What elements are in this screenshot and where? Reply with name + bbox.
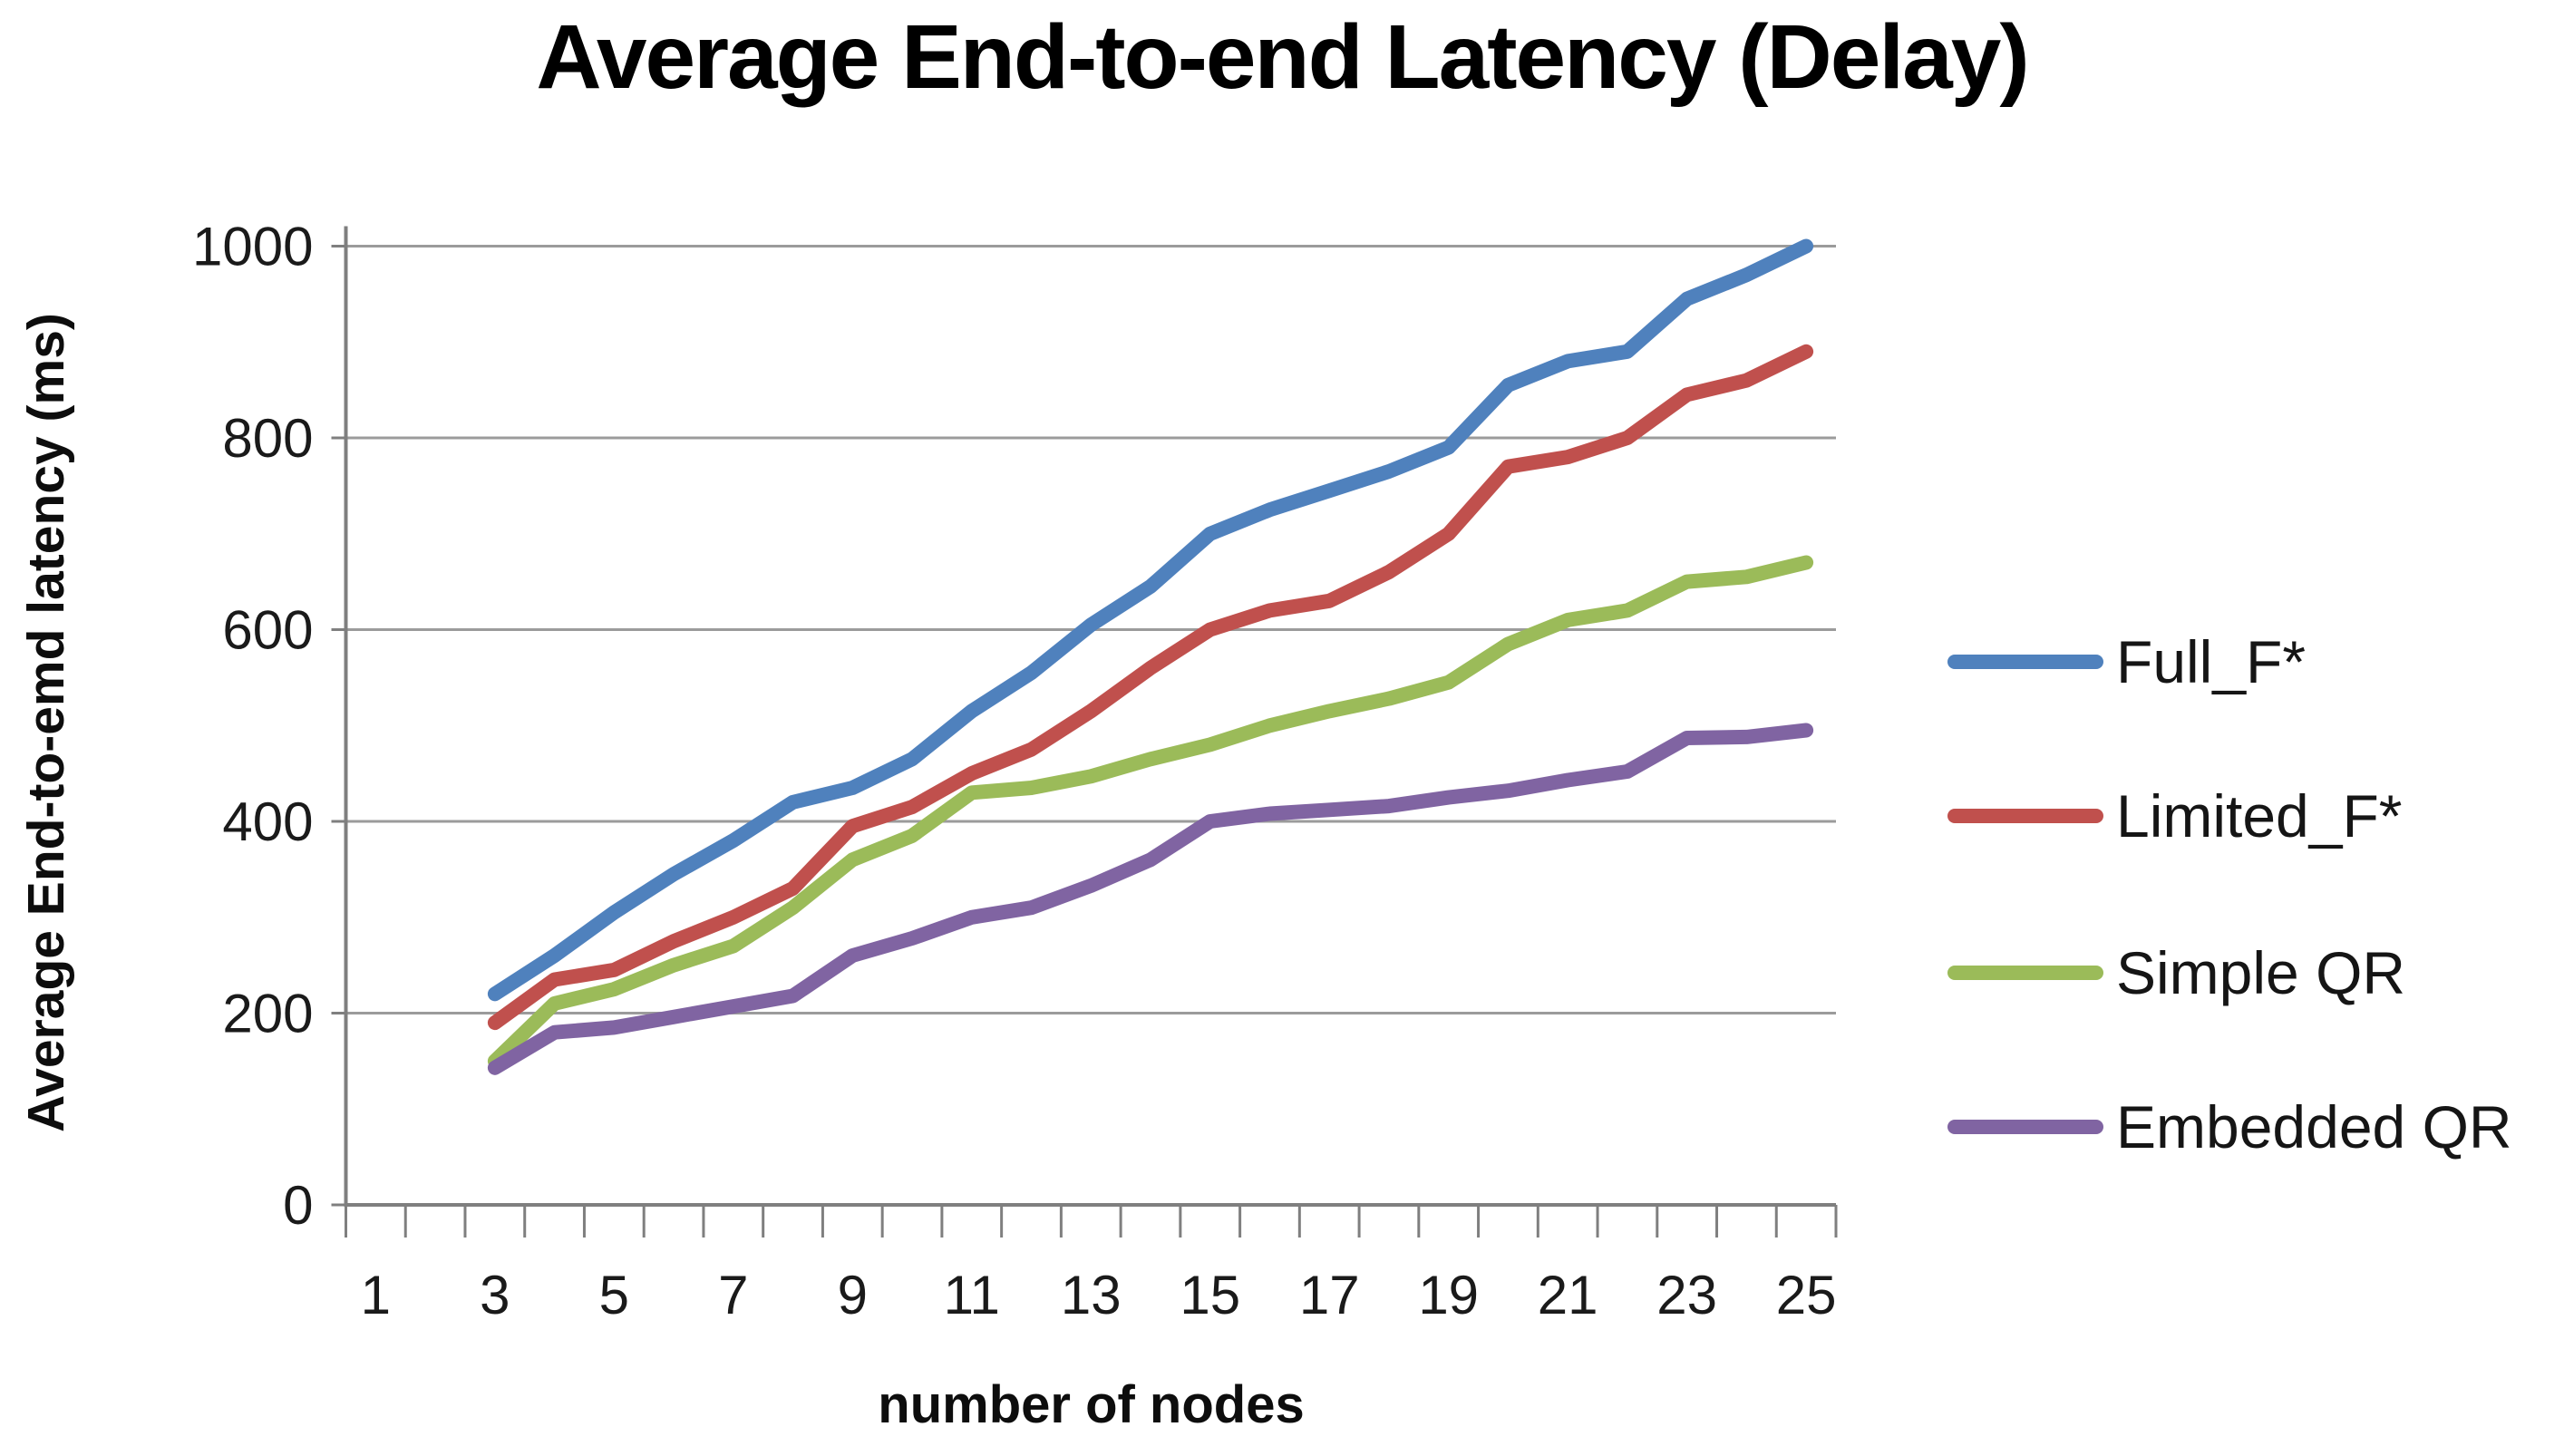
x-tick-label-13: 13 <box>1061 1265 1122 1325</box>
x-tick-label-23: 23 <box>1656 1265 1717 1325</box>
legend-label-full-f: Full_F* <box>2116 628 2307 695</box>
legend-item-embedded-qr: Embedded QR <box>1947 1077 2512 1177</box>
x-tick-label-7: 7 <box>718 1265 748 1325</box>
series-line-Simple QR <box>487 555 1814 1069</box>
x-tick-label-11: 11 <box>944 1265 1000 1325</box>
legend-label-limited-f: Limited_F* <box>2116 782 2403 849</box>
chart-title: Average End-to-end Latency (Delay) <box>536 6 2029 108</box>
legend-swatch-full-f <box>1947 655 2103 669</box>
y-tick-label-400: 400 <box>222 791 313 852</box>
x-tick-label-9: 9 <box>838 1265 868 1325</box>
x-tick-label-17: 17 <box>1299 1265 1360 1325</box>
series-line-Limited_F* <box>487 344 1814 1031</box>
legend-item-full-f: Full_F* <box>1947 612 2306 712</box>
series-line-Full_F* <box>487 238 1814 1002</box>
x-tick-label-25: 25 <box>1776 1265 1837 1325</box>
legend-label-simple-qr: Simple QR <box>2116 939 2406 1006</box>
legend-swatch-embedded-qr <box>1947 1120 2103 1134</box>
y-tick-label-200: 200 <box>222 984 313 1044</box>
legend-swatch-simple-qr <box>1947 966 2103 980</box>
legend-swatch-limited-f <box>1947 809 2103 823</box>
x-tick-label-1: 1 <box>361 1265 391 1325</box>
y-tick-label-800: 800 <box>222 408 313 469</box>
x-tick-label-3: 3 <box>480 1265 510 1325</box>
x-tick-label-21: 21 <box>1538 1265 1598 1325</box>
x-tick-label-19: 19 <box>1418 1265 1479 1325</box>
series-line-Embedded QR <box>487 723 1814 1075</box>
legend-label-embedded-qr: Embedded QR <box>2116 1093 2512 1160</box>
y-tick-label-1000: 1000 <box>192 217 313 277</box>
y-tick-label-0: 0 <box>283 1175 313 1236</box>
legend-item-limited-f: Limited_F* <box>1947 766 2402 866</box>
x-tick-label-5: 5 <box>599 1265 629 1325</box>
legend-item-simple-qr: Simple QR <box>1947 923 2405 1023</box>
x-tick-label-15: 15 <box>1180 1265 1240 1325</box>
y-tick-label-600: 600 <box>222 600 313 661</box>
x-axis-title: number of nodes <box>878 1375 1305 1434</box>
